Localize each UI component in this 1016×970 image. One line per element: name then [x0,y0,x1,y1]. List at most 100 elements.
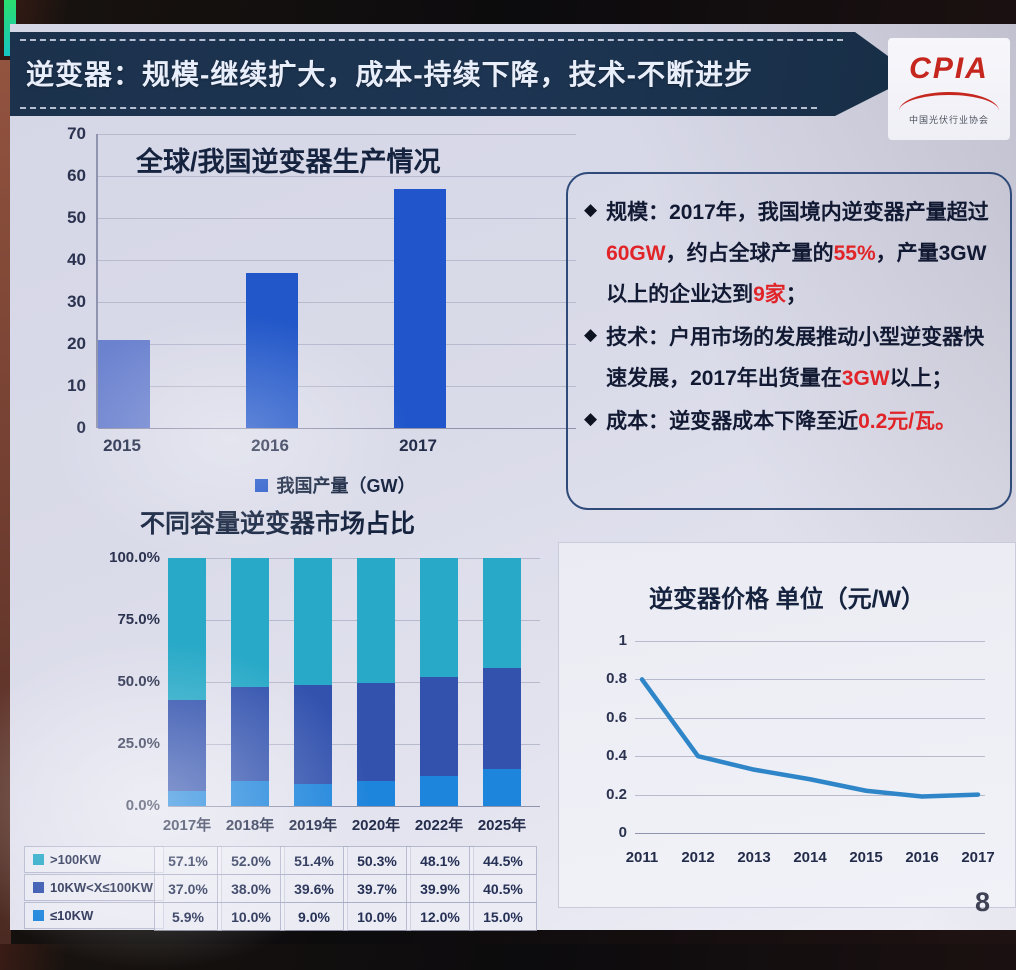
table-value-cell: 9.0% [280,902,348,931]
gridline [98,134,576,135]
y-tick-label: 0.8 [606,670,627,688]
market-share-y-axis: 0.0% 25.0% 50.0% 75.0% 100.0% [72,549,160,814]
legend-swatch-icon [33,910,44,921]
x-tick-label: 2014 [793,849,827,866]
gridline [635,641,985,642]
x-tick-label: 2017 [399,436,437,455]
legend-swatch-icon [254,478,268,492]
production-chart: 全球/我国逆变器生产情况 0 10 20 30 40 50 60 70 2015 2016 201… [20,124,576,514]
price-chart: 逆变器价格 单位（元/W） 0 0.2 0.4 0.6 0.8 1 2011 2012 201… [558,542,1016,908]
cpia-logo-subtitle: 中国光伏行业协会 [908,115,989,125]
gridline [98,344,576,345]
production-y-axis: 0 10 20 30 40 50 60 70 [34,124,86,437]
x-tick-label: 2011 [625,849,659,866]
bullet-segment: 以上； [889,367,953,390]
cpia-logo-text: CPIA [909,52,989,85]
bullet-item: ◆ 成本：逆变器成本下降至近0.2元/瓦。 [582,401,996,442]
table-row-label: ≤10KW [24,902,164,929]
x-tick-label: 2015 [849,849,883,866]
market-share-chart-title: 不同容量逆变器市场占比 [140,510,416,538]
table-value-cell: 10.0% [343,902,411,931]
bullet-diamond-icon: ◆ [584,409,598,428]
y-tick-label: 0 [618,824,627,841]
x-tick-label: 2020年 [351,817,401,834]
table-value-cell: 39.7% [343,874,411,903]
stacked-segment [231,558,269,687]
market-share-chart: 不同容量逆变器市场占比 0.0% 25.0% 50.0% 75.0% 100.0% 20… [20,502,576,934]
bullet-item: ◆ 技术：户用市场的发展推动小型逆变器快速发展，2017年出货量在3GW以上； [582,317,996,399]
y-tick-label: 0.0% [125,797,160,814]
series-name: 10KW<X≤100KW [50,880,153,895]
bullet-text: 成本：逆变器成本下降至近0.2元/瓦。 [606,401,956,442]
photo-frame-edge [0,60,11,944]
bullet-segment: 9家 [753,283,786,306]
price-y-axis: 0 0.2 0.4 0.6 0.8 1 [583,632,627,841]
table-value-cell: 10.0% [217,902,285,931]
y-tick-label: 70 [67,124,86,143]
market-share-plot-area [168,558,540,807]
market-share-table: >100KW 57.1% 52.0% 51.4% 50.3% 48.1% 44.5% 10KW… [20,502,576,934]
cpia-logo: CPIA 中国光伏行业协会 [888,38,1010,140]
table-value-cell: 38.0% [217,874,285,903]
gridline [98,176,576,177]
gridline [168,744,540,745]
bullet-item: ◆ 规模：2017年，我国境内逆变器产量超过 60GW，约占全球产量的55%，产量3… [582,192,996,315]
bullet-segment: 技术：户用市场的发展推动小型逆变器快速发展，2017年出货量在 [606,326,985,390]
stacked-segment [420,677,458,777]
y-tick-label: 20 [67,334,86,353]
legend-swatch-icon [33,882,44,893]
stacked-segment [483,668,521,769]
table-value-cell: 5.9% [154,902,222,931]
stacked-segment [420,558,458,678]
table-value-cell: 44.5% [469,846,537,875]
table-value-cell: 15.0% [469,902,537,931]
gridline [168,620,540,621]
table-value-cell: 37.0% [154,874,222,903]
production-chart-title: 全球/我国逆变器生产情况 [136,147,441,177]
gridline [168,806,540,807]
stacked-segment [168,791,206,806]
x-tick-label: 2016 [251,436,289,455]
series-name: ≤10KW [50,908,94,923]
stacked-segment [168,699,206,792]
gridline [98,218,576,219]
gridline [98,302,576,303]
x-tick-label: 2022年 [414,817,464,834]
x-tick-label: 2015 [103,436,141,455]
table-value-cell: 57.1% [154,846,222,875]
y-tick-label: 1 [618,632,627,649]
table-value-cell: 50.3% [343,846,411,875]
gridline [98,260,576,261]
x-tick-label: 2013 [737,849,771,866]
gridline [98,386,576,387]
table-value-cell: 51.4% [280,846,348,875]
stacked-segment [483,558,521,669]
y-tick-label: 50.0% [117,673,160,690]
table-value-cell: 40.5% [469,874,537,903]
bullet-segment: 3GW [841,367,890,390]
y-tick-label: 30 [67,292,86,311]
bullet-segment: ； [785,283,807,306]
stacked-segment [357,682,395,782]
production-bar [394,188,446,428]
table-row-label: 10KW<X≤100KW [24,874,164,901]
series-name: >100KW [50,852,101,867]
y-tick-label: 10 [67,376,86,395]
y-tick-label: 0.6 [606,708,627,726]
y-tick-label: 0.2 [606,785,627,803]
bullet-segment: ，产量3GW以上的企业达到 [606,242,987,306]
stacked-segment [294,685,332,784]
table-value-cell: 12.0% [406,902,474,931]
table-row-label: >100KW [24,846,164,873]
x-tick-label: 2018年 [225,817,275,834]
production-bar [246,272,298,428]
gridline [635,756,985,758]
bullet-list: ◆ 规模：2017年，我国境内逆变器产量超过 60GW，约占全球产量的55%，产量3… [582,192,996,442]
y-tick-label: 50 [67,208,86,227]
stacked-segment [294,783,332,806]
gridline [168,682,540,683]
legend-swatch-icon [33,854,44,865]
x-tick-label: 2019年 [288,817,338,834]
bullet-diamond-icon: ◆ [584,200,598,219]
bullet-text: 规模：2017年，我国境内逆变器产量超过 60GW，约占全球产量的55%，产量3G… [606,192,996,315]
